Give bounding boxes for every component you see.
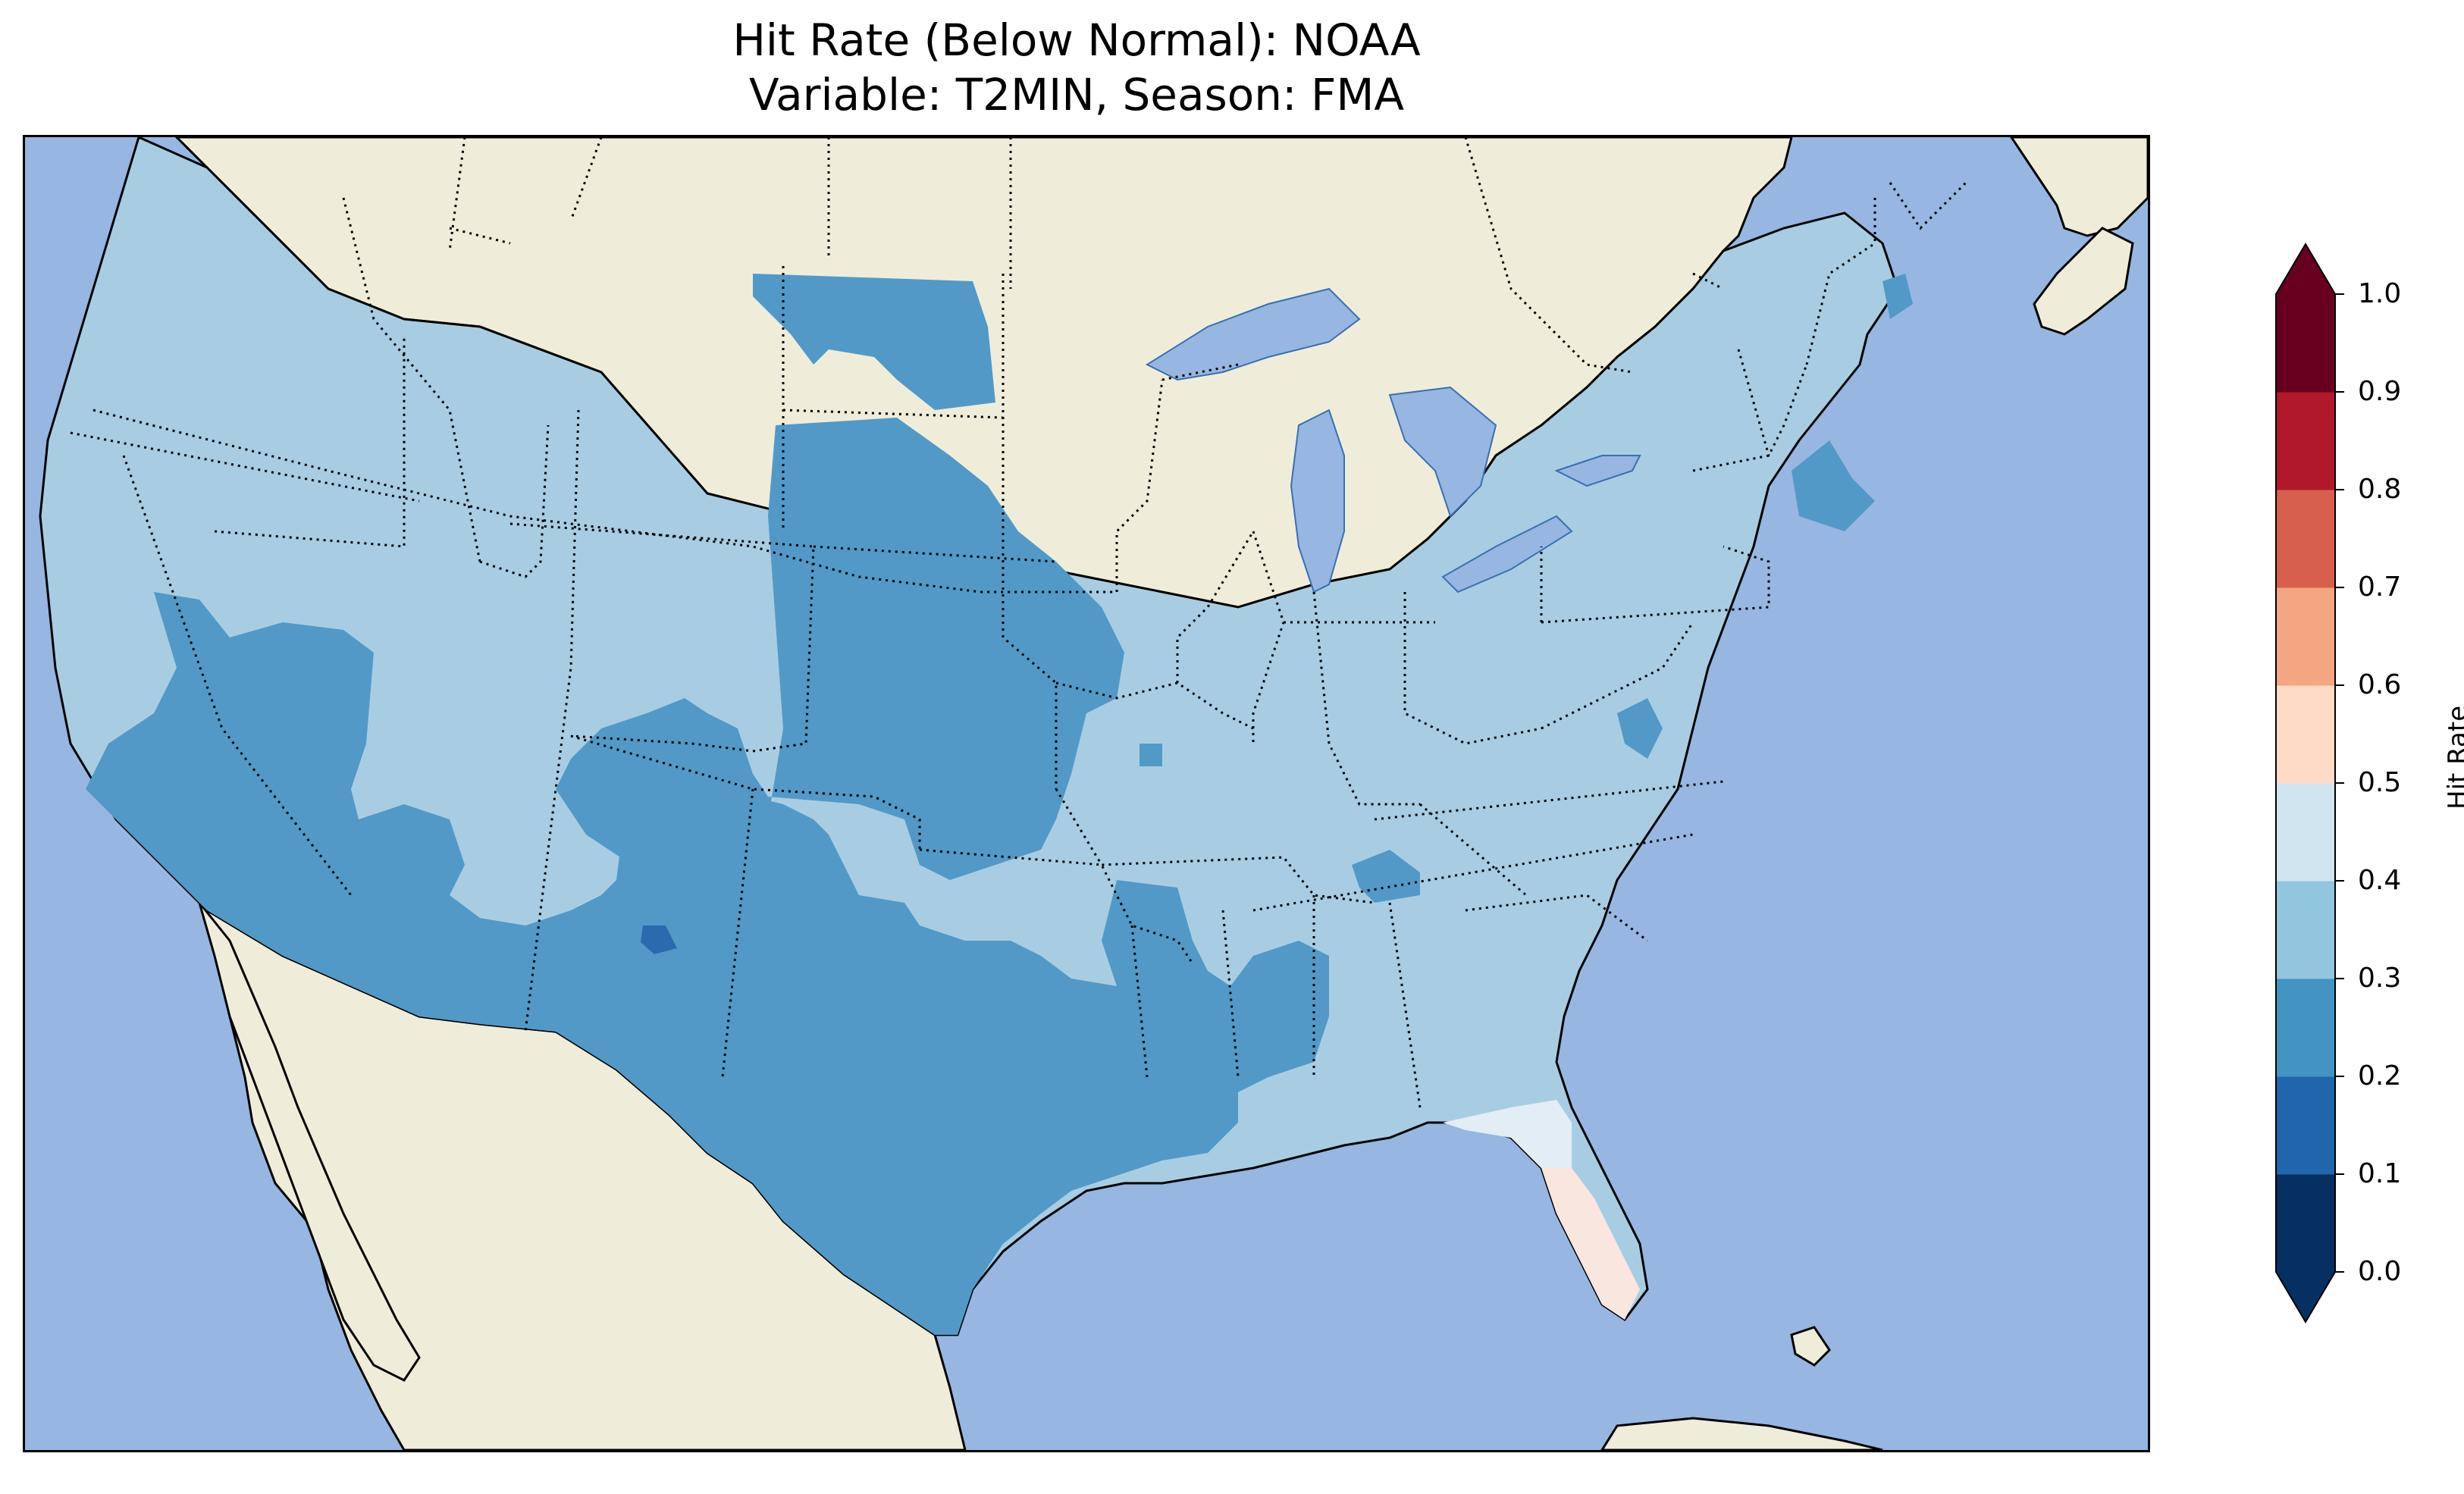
maritime-land	[2010, 137, 2148, 237]
state-borders	[70, 197, 1876, 1108]
lake-ontario	[1554, 455, 1641, 487]
country-borders	[175, 137, 1967, 374]
colorbar-tick-label: 0.9	[2358, 376, 2402, 407]
maine-zone	[1882, 274, 1913, 319]
colorbar-bin	[2276, 685, 2335, 784]
florida-peninsula-zone	[1541, 1168, 1640, 1320]
new-england-zone	[1792, 440, 1875, 531]
colorbar-under-triangle	[2276, 1272, 2335, 1322]
lake-michigan	[1290, 409, 1345, 594]
lake-erie	[1441, 515, 1573, 594]
colorbar-bin	[2276, 1174, 2335, 1273]
colorbar-tick-label: 0.8	[2358, 474, 2402, 505]
new-mexico-patch	[641, 926, 677, 954]
map-svg	[39, 137, 2148, 1450]
virginia-zone	[1617, 698, 1663, 759]
colorbar-tick-label: 0.1	[2358, 1158, 2402, 1189]
colorbar-bin	[2276, 783, 2335, 882]
colorbar-tick-label: 0.0	[2358, 1256, 2402, 1287]
colorbar-tick-label: 0.3	[2358, 963, 2402, 994]
colorbar-bin	[2276, 881, 2335, 979]
chart-title-line1: Hit Rate (Below Normal): NOAA	[732, 14, 1421, 66]
colorbar-tick-label: 0.4	[2358, 865, 2402, 896]
colorbar-bin	[2276, 294, 2335, 393]
cuba-land	[1600, 1417, 1883, 1450]
map-frame[interactable]	[23, 135, 2150, 1452]
newfoundland-land	[2033, 227, 2134, 336]
bahamas-land	[1790, 1326, 1831, 1367]
colorbar-bin	[2276, 979, 2335, 1077]
chart-title-line2: Variable: T2MIN, Season: FMA	[748, 69, 1405, 121]
colorbar	[2275, 243, 2344, 1323]
missouri-patch	[1140, 744, 1162, 766]
colorbar-tick-label: 0.6	[2358, 669, 2402, 700]
colorbar-bin	[2276, 587, 2335, 686]
colorbar-svg	[2275, 243, 2344, 1323]
southwest-zone	[86, 592, 1238, 1335]
colorbar-bin	[2276, 1076, 2335, 1175]
lake-huron	[1388, 386, 1497, 518]
lake-superior	[1145, 287, 1361, 381]
colorbar-tick-label: 0.5	[2358, 767, 2402, 798]
baja-land	[198, 902, 421, 1382]
florida-panhandle-zone	[1443, 1100, 1572, 1168]
colorbar-bin	[2276, 392, 2335, 490]
lower-mississippi-zone	[1102, 880, 1329, 1092]
colorbar-label: Hit Rate	[2443, 705, 2464, 810]
colorbar-tick-label: 0.7	[2358, 572, 2402, 603]
colorbar-tick-label: 1.0	[2358, 278, 2402, 309]
colorbar-bin	[2276, 490, 2335, 588]
northern-plains-zone	[753, 274, 995, 410]
colorbar-over-triangle	[2276, 244, 2335, 294]
colorbar-tick-label: 0.2	[2358, 1060, 2402, 1092]
